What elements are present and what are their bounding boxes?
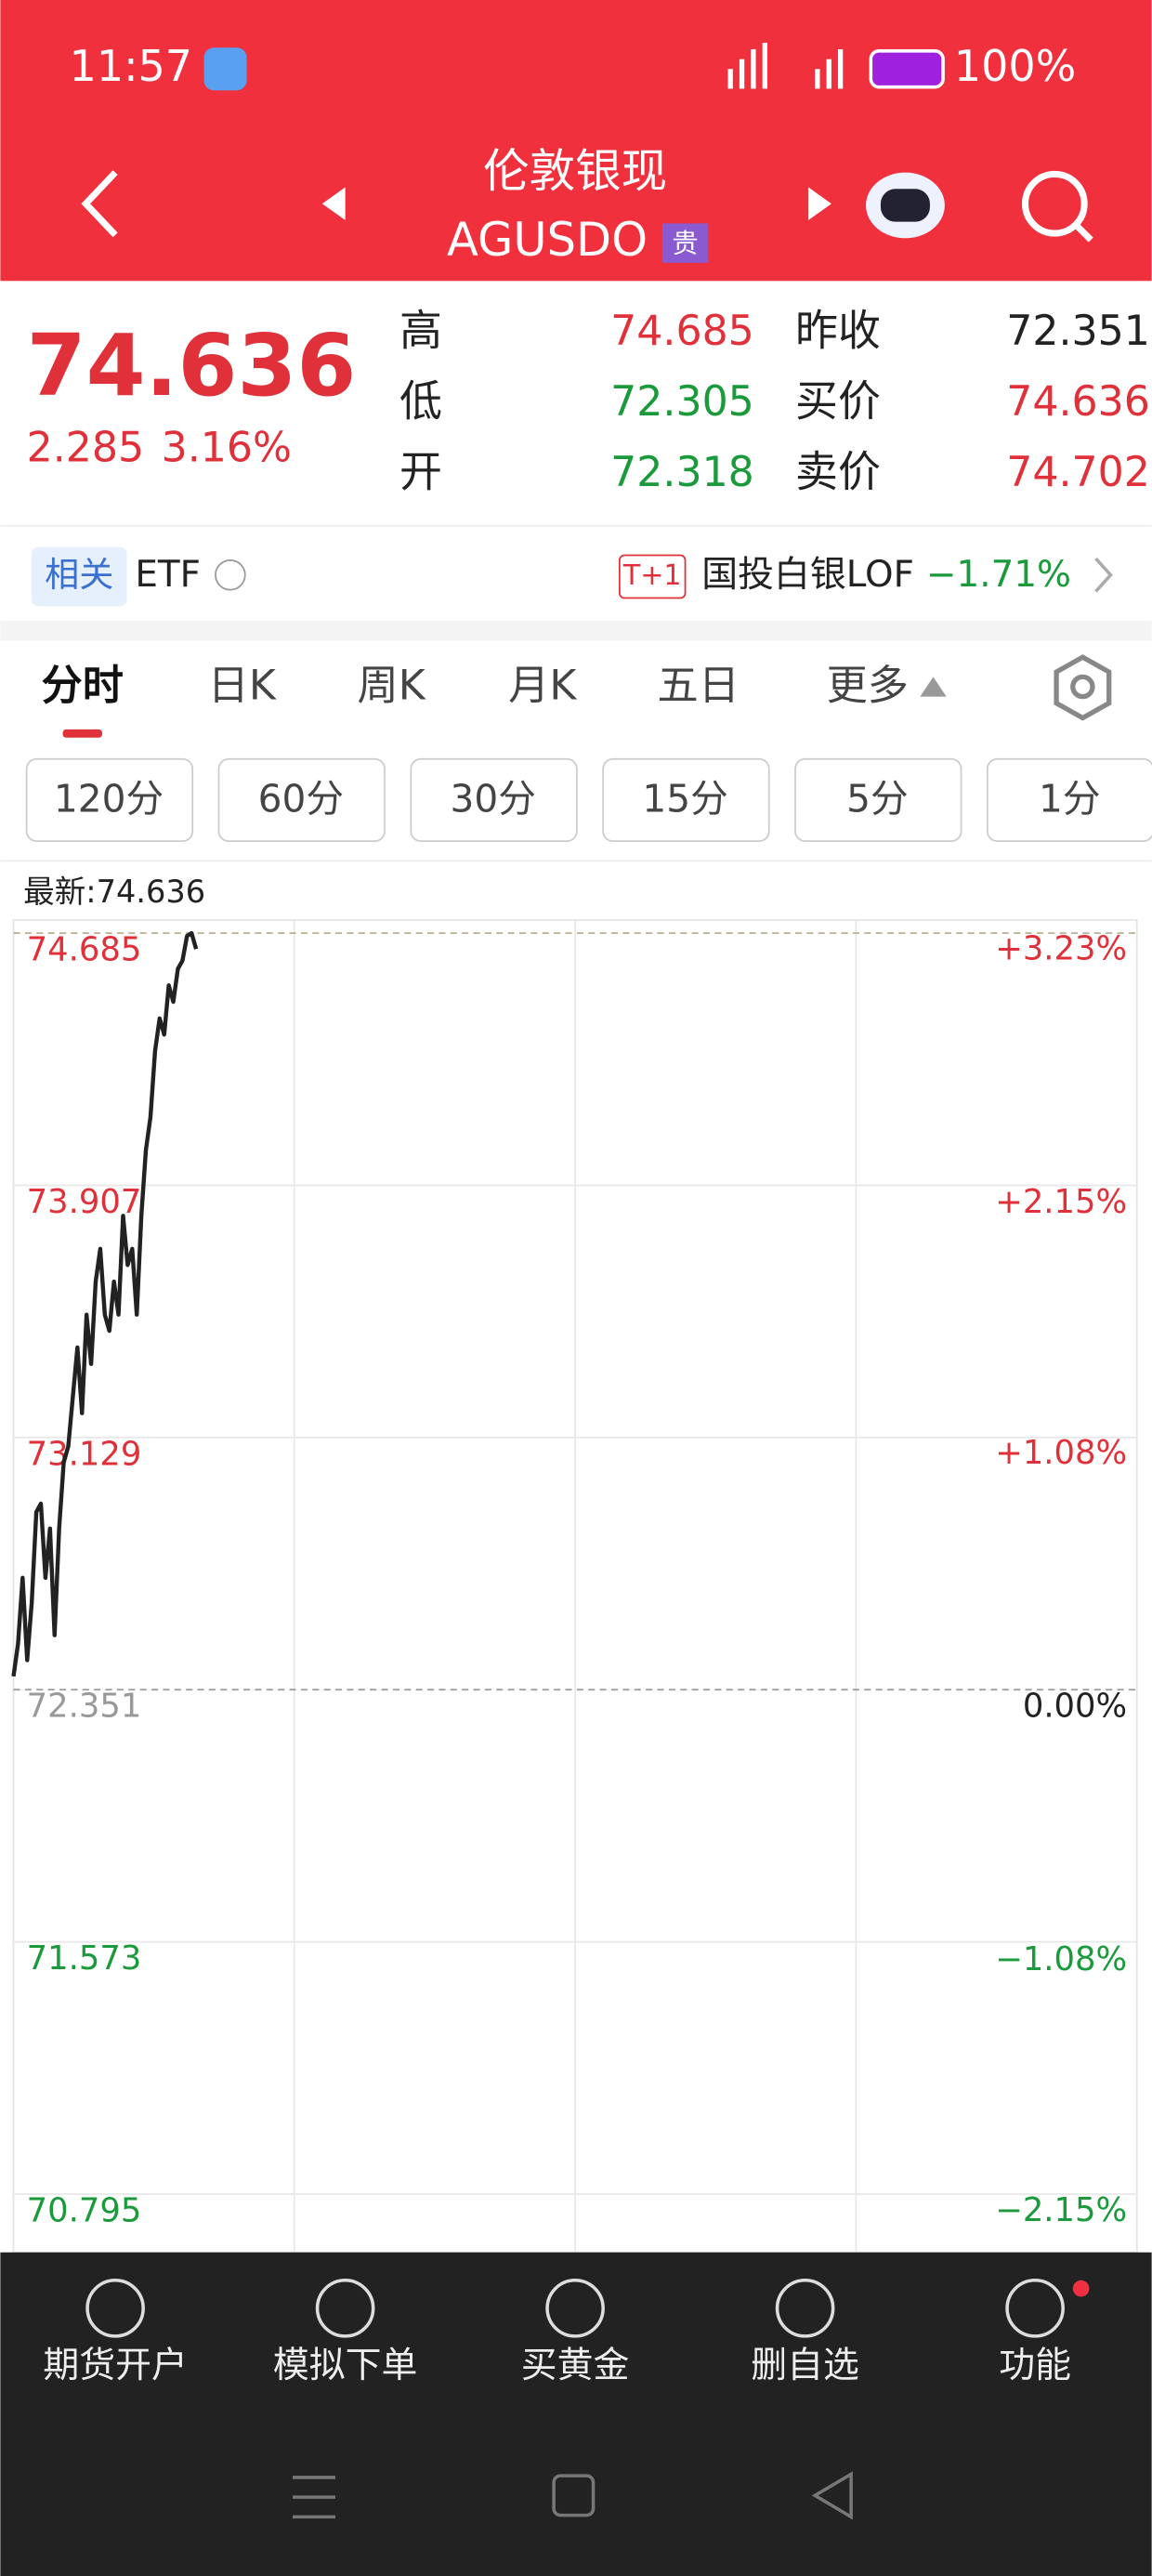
interval-button[interactable] (986, 757, 1152, 843)
y2-tick-label: −1.08% (995, 1940, 1127, 1978)
y2-tick-label: 0.00% (1023, 1688, 1127, 1726)
interval-label: 1分 (1039, 777, 1101, 821)
notification-dot (1072, 2280, 1090, 2297)
status-time: 11:57 (70, 41, 192, 91)
y-tick-label: 70.795 (27, 2191, 142, 2229)
nav-icon[interactable] (775, 2279, 835, 2338)
change-pct: 3.16% (162, 424, 292, 471)
y-tick-label: 73.129 (27, 1435, 142, 1473)
nav-label[interactable]: 买黄金 (521, 2345, 630, 2386)
robot-face (880, 189, 930, 222)
tag-bg (31, 546, 127, 607)
interval-button[interactable] (25, 757, 194, 843)
related-tag: 相关 (45, 555, 113, 595)
nav-icon[interactable] (315, 2279, 375, 2338)
search-button[interactable] (1021, 170, 1088, 237)
stat-value: 72.318 (610, 449, 754, 496)
interval-label: 120分 (54, 777, 164, 821)
weather-icon (203, 47, 247, 91)
help-icon[interactable] (215, 559, 246, 591)
stat-value: 72.305 (610, 378, 754, 426)
interval-button[interactable] (602, 757, 770, 843)
tab[interactable]: 日K (208, 663, 277, 710)
header-code: AGUSDO (447, 213, 648, 267)
header-title: 伦敦银现 (483, 144, 667, 198)
change: 2.285 (27, 424, 145, 471)
nav-label[interactable]: 期货开户 (43, 2345, 188, 2386)
nav-label[interactable]: 功能 (999, 2345, 1071, 2386)
related-etf[interactable]: ETF (135, 554, 201, 596)
bottom-bar (0, 2252, 1152, 2576)
prev-button[interactable] (321, 187, 346, 220)
related-badge: T+1 (622, 559, 682, 592)
y2-tick-label: +1.08% (995, 1434, 1127, 1472)
y2-tick-label: −2.15% (995, 2191, 1127, 2229)
signal-icons (727, 42, 844, 89)
y-tick-label: 72.351 (27, 1688, 142, 1726)
nav-icon[interactable] (1005, 2279, 1065, 2338)
chevron (1094, 557, 1113, 593)
interval-button[interactable] (794, 757, 962, 843)
stat-label: 卖价 (795, 446, 881, 496)
interval-button[interactable] (217, 757, 386, 843)
badge-bg (661, 223, 709, 263)
interval-label: 15分 (642, 777, 727, 821)
system-nav (293, 2471, 853, 2520)
settings-dot (1070, 674, 1095, 700)
more-arrow (920, 677, 947, 697)
stat-label: 高 (399, 305, 442, 355)
price-line (11, 930, 199, 1677)
header-bg (0, 0, 1152, 282)
tab[interactable]: 五日 (658, 663, 740, 710)
stat-value: 74.685 (610, 308, 754, 355)
stat-label: 开 (399, 446, 442, 496)
interval-label: 30分 (451, 777, 536, 821)
battery-text: 100% (954, 41, 1076, 91)
stat-label: 买价 (795, 375, 881, 426)
nav-icon[interactable] (85, 2279, 145, 2338)
stat-label: 低 (399, 375, 442, 426)
tab[interactable]: 周K (358, 663, 426, 710)
tab[interactable]: 月K (508, 663, 577, 710)
latest-label: 最新:74.636 (23, 874, 205, 910)
y2-tick-label: +2.15% (995, 1183, 1127, 1221)
y-tick-label: 71.573 (27, 1939, 142, 1978)
stat-label: 昨收 (795, 305, 881, 355)
tab[interactable]: 更多 (827, 663, 909, 710)
t1-badge (618, 554, 687, 599)
y2-tick-label: +3.23% (995, 930, 1127, 968)
y-tick-label: 74.685 (27, 931, 142, 969)
settings-button[interactable] (1054, 654, 1112, 721)
battery-icon (869, 49, 945, 89)
related-fund[interactable]: 国投白银LOF (701, 554, 914, 596)
nav-icon[interactable] (545, 2279, 605, 2338)
nav-label[interactable]: 模拟下单 (273, 2345, 418, 2386)
search-handle (1073, 222, 1093, 243)
back-button[interactable] (81, 170, 118, 238)
stat-value: 74.636 (1006, 378, 1150, 426)
header-badge: 贵 (672, 228, 698, 258)
related-change: −1.71% (926, 554, 1071, 596)
stat-value: 74.702 (1006, 449, 1150, 496)
spacer (0, 621, 1152, 641)
tab[interactable]: 分时 (42, 663, 124, 710)
price: 74.636 (27, 316, 357, 415)
interval-label: 5分 (846, 777, 909, 821)
interval-button[interactable] (410, 757, 578, 843)
next-button[interactable] (808, 187, 831, 220)
interval-label: 60分 (258, 777, 344, 821)
stat-value: 72.351 (1006, 308, 1150, 355)
nav-label[interactable]: 删自选 (751, 2345, 859, 2386)
tab-indicator (62, 729, 102, 738)
